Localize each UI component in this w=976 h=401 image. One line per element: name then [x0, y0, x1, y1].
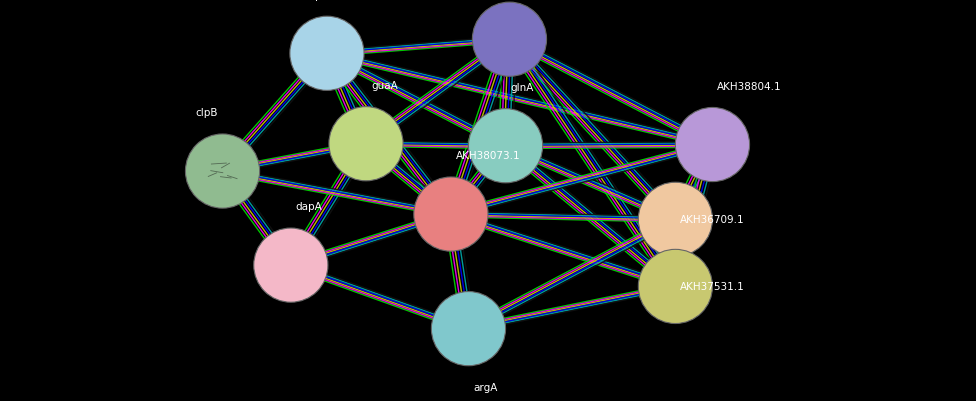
Ellipse shape [431, 292, 506, 366]
Text: argA: argA [473, 383, 498, 392]
Ellipse shape [468, 109, 543, 183]
Ellipse shape [329, 107, 403, 181]
Ellipse shape [638, 183, 712, 257]
Text: guaA: guaA [371, 81, 397, 91]
Text: AKH36709.1: AKH36709.1 [680, 215, 745, 225]
Ellipse shape [472, 3, 547, 77]
Ellipse shape [185, 135, 260, 209]
Ellipse shape [290, 17, 364, 91]
Text: AKH38804.1: AKH38804.1 [717, 82, 782, 91]
Text: clpB: clpB [195, 108, 218, 118]
Ellipse shape [675, 108, 750, 182]
Text: dapA: dapA [296, 202, 322, 212]
Text: AKH38073.1: AKH38073.1 [456, 151, 520, 161]
Ellipse shape [638, 250, 712, 324]
Ellipse shape [254, 229, 328, 302]
Ellipse shape [414, 178, 488, 251]
Text: AKH37531.1: AKH37531.1 [680, 282, 745, 292]
Text: glnA: glnA [510, 83, 534, 93]
